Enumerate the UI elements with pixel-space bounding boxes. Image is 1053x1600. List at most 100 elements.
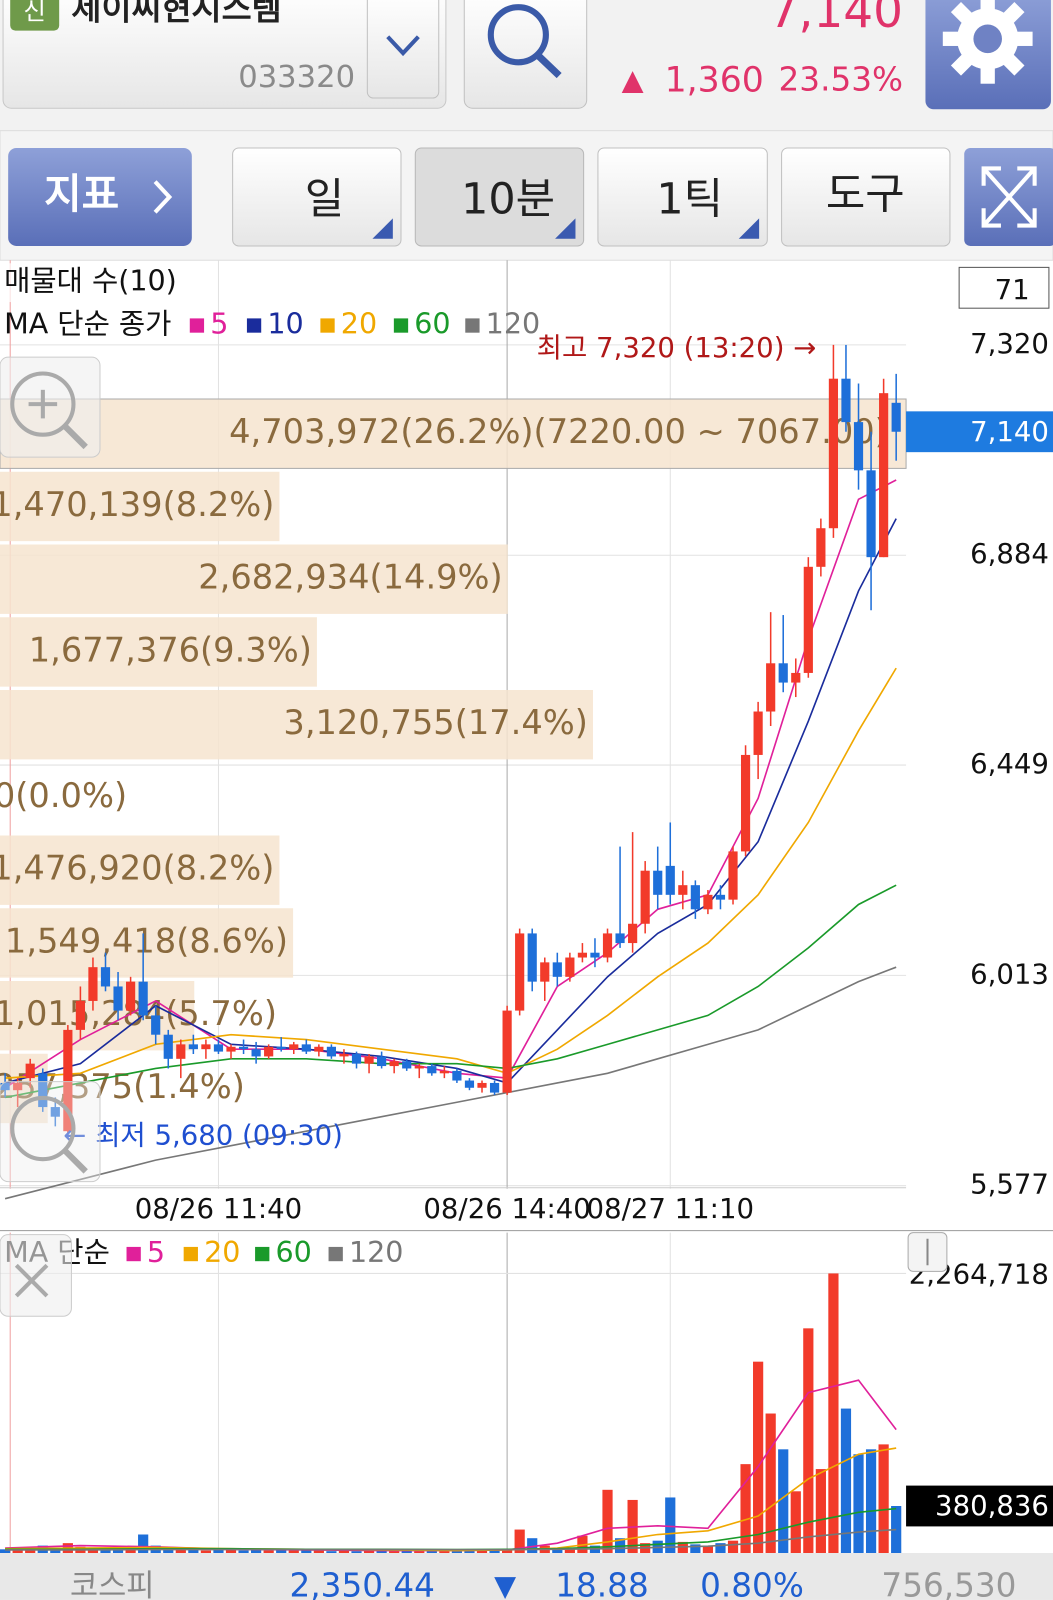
candle-body [452, 1070, 462, 1081]
volume-bar [163, 1548, 174, 1554]
candle-body [251, 1049, 261, 1057]
stock-name: 제이씨현시스템 [71, 0, 281, 27]
price: 7,140 [769, 0, 903, 39]
profile-label: 3,120,755(17.4%) [283, 703, 587, 742]
candle-body [100, 967, 111, 987]
candle-body [414, 1066, 424, 1069]
chart-title: 매물대 수(10) [4, 264, 177, 298]
volume-bar [891, 1506, 902, 1554]
ma-line [4, 884, 897, 1099]
candle-body [653, 870, 663, 895]
volume-bar [564, 1549, 575, 1554]
volume-bar [138, 1534, 149, 1554]
volume-bar [313, 1550, 324, 1554]
candle-body [88, 967, 98, 1001]
dropdown-button[interactable] [366, 0, 440, 99]
volume-bar [878, 1444, 889, 1554]
candle-body [715, 894, 726, 900]
candle-body [690, 885, 700, 910]
volume-bar [702, 1545, 714, 1554]
candle-body [377, 1056, 387, 1067]
legend-label: 20 [341, 307, 377, 341]
market-value: 2,350.44 [290, 1567, 435, 1600]
x-tick-label: 08/26 14:40 [423, 1193, 590, 1225]
profile-bar [0, 908, 294, 978]
chevron [153, 180, 173, 214]
volume-bar [276, 1549, 287, 1554]
legend-swatch [393, 318, 409, 333]
profile-label: 0(0.0%) [0, 776, 127, 815]
expand-icon [981, 166, 1037, 228]
volume-bar [213, 1549, 224, 1554]
title-bg [0, 263, 184, 303]
counter: 71 [995, 274, 1030, 306]
legend-swatch [183, 1246, 198, 1262]
legend-label: 5 [147, 1235, 165, 1269]
chevron [386, 35, 420, 57]
volume-bar [740, 1464, 751, 1554]
candle-body [38, 1073, 48, 1108]
candle-body [314, 1046, 324, 1052]
candle-body [326, 1046, 337, 1057]
volume-bar [765, 1413, 776, 1554]
candle-body [853, 422, 864, 471]
search-button[interactable] [463, 0, 588, 109]
candle-body [816, 528, 826, 567]
candle-body [176, 1044, 186, 1059]
volume-bar [414, 1551, 425, 1554]
min-button[interactable] [414, 147, 585, 247]
candle-body [63, 1029, 73, 1132]
candle-body [188, 1044, 198, 1050]
x-tick-label: 08/27 11:10 [587, 1193, 754, 1225]
volume-bar [865, 1449, 877, 1554]
counter-box [958, 266, 1050, 309]
y-tick-label: 6,449 [970, 748, 1049, 780]
button-label: 10분 [461, 175, 555, 225]
candle-body [552, 962, 562, 977]
search-icon-handle [535, 52, 562, 79]
profile-label: 4,703,972(26.2%)(7220.00 ~ 7067.00) [229, 412, 888, 451]
y-tick-label: 6,013 [970, 958, 1049, 990]
profile-label: 1,015,284(5.7%) [0, 994, 277, 1033]
tick-button[interactable] [597, 147, 768, 247]
candle-body [201, 1044, 211, 1050]
profile-bar [0, 690, 593, 760]
candle-body [138, 981, 148, 1016]
volume-bar [727, 1540, 739, 1554]
candle-body [540, 962, 550, 982]
tools-button[interactable] [781, 147, 951, 247]
candle-body [113, 986, 123, 1011]
legend-label: 60 [414, 307, 450, 341]
volume-bar [451, 1550, 463, 1554]
candle-body [339, 1054, 349, 1057]
day-button[interactable] [232, 147, 402, 247]
volume-bar [602, 1489, 613, 1554]
candle-body [50, 1107, 60, 1117]
indicator-button[interactable] [8, 147, 192, 246]
badge-text: 신 [23, 0, 46, 25]
candle-body [402, 1061, 412, 1069]
stock-box[interactable] [2, 0, 447, 109]
ma-line [5, 1528, 897, 1551]
volume-bar [401, 1550, 412, 1554]
candle-body [226, 1046, 236, 1052]
legend-swatch [465, 318, 480, 333]
volume-bar [338, 1550, 350, 1554]
candle-body [527, 933, 537, 982]
change-pct: 23.53% [779, 61, 903, 99]
volume-bar [853, 1454, 864, 1554]
ma-line [4, 966, 897, 1200]
volume-bar [828, 1273, 839, 1554]
footer-bg [0, 1553, 1053, 1600]
volume-bar [263, 1550, 274, 1554]
volume-bar [25, 1548, 36, 1554]
volume-bar [426, 1550, 437, 1554]
candle-body [238, 1046, 249, 1050]
volume-bar [464, 1549, 475, 1554]
volume-bar [803, 1328, 814, 1554]
high-annotation: 최고 7,320 (13:20) → [537, 332, 817, 364]
market-arrow: ▼ [494, 1569, 516, 1600]
change: 1,360 [665, 61, 764, 101]
volume-bar [514, 1529, 525, 1554]
candle-body [126, 981, 136, 1011]
